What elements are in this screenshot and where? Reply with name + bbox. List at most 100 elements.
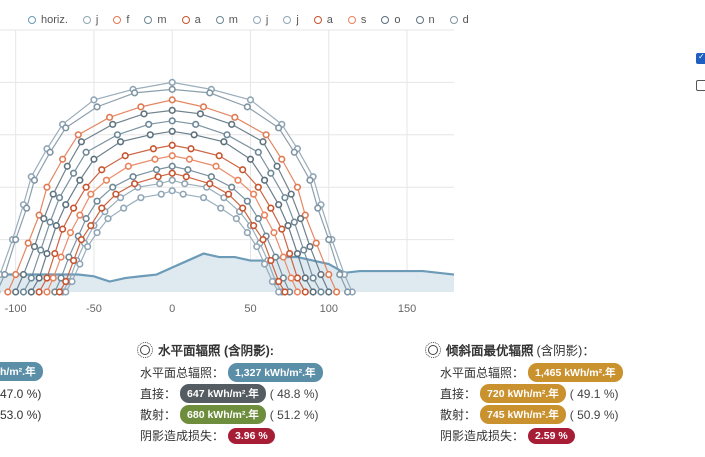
series-point-m — [309, 274, 317, 282]
series-point-a — [293, 274, 302, 282]
series-point-a — [35, 288, 43, 296]
tilted-diffuse-badge: 745 kWh/m².年 — [480, 405, 566, 424]
series-point-j — [68, 277, 76, 286]
series-point-f — [12, 270, 20, 279]
horizontal-diffuse-row: 散射： 680 kWh/m².年 ( 51.2 %) — [140, 404, 327, 425]
series-point-f — [262, 131, 270, 139]
series-point-f — [199, 103, 208, 111]
series-point-a — [69, 256, 78, 265]
horizontal-loss-badge: 3.96 % — [228, 427, 275, 444]
series-point-j — [157, 190, 165, 198]
series-point-j — [156, 180, 164, 188]
legend-item-n[interactable]: n — [415, 14, 435, 26]
series-point-o — [260, 176, 269, 184]
left-total-pill: h/m².年 — [0, 362, 43, 381]
legend-label: a — [326, 14, 333, 26]
series-point-a — [224, 190, 233, 198]
series-point-m — [82, 215, 90, 223]
series-point-s — [102, 176, 111, 184]
series-point-m — [37, 246, 45, 254]
series-point-m — [19, 288, 28, 296]
series-point-o — [35, 274, 43, 282]
series-point-d — [325, 236, 333, 244]
series-point-n — [12, 288, 20, 296]
series-point-m — [145, 120, 153, 128]
legend-item-j[interactable]: j — [252, 14, 268, 26]
legend-item-d[interactable]: d — [449, 14, 469, 26]
series-point-m — [184, 166, 192, 174]
series-point-o — [275, 201, 283, 209]
series-point-s — [293, 288, 302, 296]
series-point-m — [168, 162, 176, 170]
series-point-f — [293, 183, 302, 191]
series-point-d — [343, 288, 352, 296]
series-point-j — [168, 187, 176, 195]
legend-marker-icon — [347, 16, 356, 24]
series-point-n — [317, 270, 325, 279]
legend-item-m[interactable]: m — [144, 14, 167, 26]
legend-item-j[interactable]: j — [82, 14, 98, 26]
series-point-s — [168, 152, 176, 160]
series-point-m — [271, 253, 280, 261]
legend-item-f[interactable]: f — [113, 14, 129, 26]
legend-item-s[interactable]: s — [347, 14, 366, 26]
series-point-a — [43, 274, 51, 282]
legend-item-m[interactable]: m — [215, 14, 238, 26]
series-point-d — [336, 270, 344, 279]
series-point-d — [1, 270, 9, 279]
series-point-s — [250, 190, 258, 198]
series-point-m — [55, 194, 64, 202]
series-point-n — [77, 138, 86, 146]
series-point-j — [232, 215, 240, 223]
series-point-a — [82, 183, 90, 191]
series-point-f — [168, 96, 176, 104]
legend-item-a[interactable]: a — [313, 14, 333, 26]
option-checkbox-checked[interactable] — [696, 52, 705, 64]
series-point-a — [62, 277, 70, 286]
x-tick-label: -50 — [86, 303, 102, 315]
series-point-n — [168, 106, 176, 114]
series-point-m — [129, 173, 137, 181]
series-point-j — [137, 194, 145, 202]
series-point-o — [116, 138, 125, 146]
legend-item-j[interactable]: j — [283, 14, 299, 26]
series-point-a — [278, 225, 286, 233]
option-checkbox-unchecked[interactable] — [696, 80, 705, 91]
series-point-a — [206, 180, 214, 188]
legend-item-a[interactable]: a — [181, 14, 201, 26]
horizon-area — [0, 253, 454, 292]
series-point-a — [87, 222, 95, 230]
series-point-a — [301, 288, 309, 296]
x-tick-label: 150 — [398, 303, 416, 315]
series-point-a — [98, 166, 106, 174]
series-point-o — [246, 155, 255, 163]
series-point-a — [121, 152, 129, 160]
series-point-s — [57, 253, 65, 261]
series-point-j — [104, 215, 112, 223]
legend-marker-icon — [215, 16, 224, 24]
series-point-a — [77, 236, 86, 244]
legend-item-o[interactable]: o — [381, 14, 401, 26]
series-point-a — [254, 183, 262, 191]
chart-legend: horiz. j f m a m j j a s o n d — [28, 14, 484, 26]
series-point-j — [168, 176, 176, 184]
series-point-f — [24, 239, 32, 247]
series-point-m — [281, 194, 289, 202]
left-diffuse-pct: 53.0 %) — [0, 408, 42, 422]
series-point-f — [35, 211, 43, 219]
series-point-m — [254, 215, 262, 223]
series-point-m — [109, 183, 117, 191]
series-point-o — [301, 274, 309, 282]
tilted-direct-row: 直接： 720 kWh/m².年 ( 49.1 %) — [440, 383, 627, 404]
legend-marker-icon — [113, 16, 122, 24]
series-point-a — [51, 249, 59, 258]
sun-icon — [425, 341, 441, 358]
series-point-n — [30, 242, 39, 251]
series-point-m — [168, 117, 176, 125]
x-tick-label: 100 — [320, 303, 338, 315]
horizontal-panel-title: 水平面辐照 (含阴影): — [137, 340, 327, 359]
legend-label: o — [394, 14, 401, 26]
series-point-o — [62, 201, 70, 209]
series-point-o — [284, 222, 292, 230]
legend-item-horiz.[interactable]: horiz. — [28, 14, 68, 26]
